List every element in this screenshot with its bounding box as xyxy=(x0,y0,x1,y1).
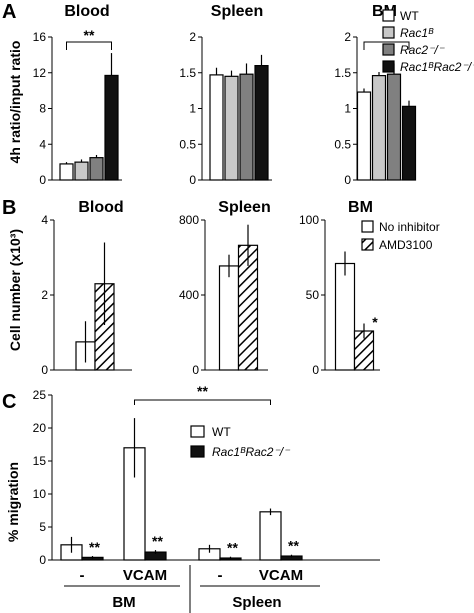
panel-a-bar xyxy=(89,157,104,181)
panel-c-x-tick-label: - xyxy=(80,567,85,584)
panel-a-y-tick-label: 1.5 xyxy=(179,66,196,80)
legend-c-label: WT xyxy=(212,425,231,439)
legend-b-label: No inhibitor xyxy=(379,220,440,234)
panel-a-significance-bracket xyxy=(363,41,410,50)
panel-a-y-tick-label: 12 xyxy=(33,66,47,80)
legend-c-label: Rac1ᴮRac2⁻/⁻ xyxy=(212,445,291,459)
panel-a-bar xyxy=(104,74,119,181)
legend-a-label: Rac1ᴮ xyxy=(400,26,434,40)
panel-a-bar xyxy=(224,75,239,181)
panel-c-significance-label: ** xyxy=(197,383,208,399)
panel-a-bar xyxy=(209,74,224,181)
panel-a-y-tick-label: 16 xyxy=(33,30,47,44)
legend-c-swatch xyxy=(190,425,205,438)
legend-c-swatch xyxy=(190,445,205,458)
panel-a-bar xyxy=(74,161,89,181)
panel-b-charts: Blood 0 2 4 Spleen 0 400 800 BM 0 50 100 * xyxy=(41,199,380,377)
panel-a-y-tick-label: 4 xyxy=(39,137,46,151)
panel-b-y-tick-label: 800 xyxy=(179,213,199,227)
panel-a-ylabel: 4h ratio/input ratio xyxy=(7,41,23,164)
panel-a-subplot-title: Spleen xyxy=(211,3,263,20)
panel-a-y-tick-label: 0 xyxy=(344,173,351,187)
panel-letter-a: A xyxy=(2,1,16,23)
panel-a-y-tick-label: 0 xyxy=(39,173,46,187)
panel-a-bar xyxy=(371,75,387,181)
legend-a-swatch xyxy=(382,26,395,39)
panel-a-y-tick-label: 0 xyxy=(189,173,196,187)
panel-a-y-tick-label: 1 xyxy=(344,102,351,116)
panel-a-y-tick-label: 0.5 xyxy=(179,137,196,151)
panel-c-annotation: ** xyxy=(89,539,100,555)
panel-c-y-tick-label: 25 xyxy=(33,388,47,402)
panel-a-subplot-title: Blood xyxy=(64,3,109,20)
panel-a-y-tick-label: 2 xyxy=(189,30,196,44)
panel-c-y-tick-label: 20 xyxy=(33,421,47,435)
panel-b-y-tick-label: 0 xyxy=(41,363,48,377)
panel-b-legend: No inhibitor AMD3100 xyxy=(361,220,440,252)
panel-letter-c: C xyxy=(2,391,16,413)
panel-b-y-tick-label: 2 xyxy=(41,288,48,302)
panel-c-x-tick-label: VCAM xyxy=(123,567,167,584)
panel-c-x-tick-label: - xyxy=(218,567,223,584)
panel-a-bar xyxy=(254,64,269,181)
panel-c-annotation: ** xyxy=(288,538,299,554)
panel-b-y-tick-label: 0 xyxy=(192,363,199,377)
panel-c-tissue-label: BM xyxy=(112,594,135,611)
panel-b-y-tick-label: 50 xyxy=(306,288,320,302)
panel-letter-b: B xyxy=(2,197,16,219)
panel-a-bar xyxy=(239,73,254,181)
panel-a-bar xyxy=(356,91,372,181)
panel-b-y-tick-label: 100 xyxy=(299,213,319,227)
panel-a-significance-bracket xyxy=(66,41,112,50)
panel-c-y-tick-label: 15 xyxy=(33,454,47,468)
legend-b-label: AMD3100 xyxy=(379,238,433,252)
panel-c-annotation: ** xyxy=(152,533,163,549)
panel-c-y-tick-label: 0 xyxy=(39,553,46,567)
panel-a-bar xyxy=(401,105,417,181)
panel-b-subplot-title: BM xyxy=(348,199,373,216)
panel-a-bar xyxy=(386,73,402,181)
panel-b-bar xyxy=(334,262,356,371)
panel-a-charts: Blood0481216**Spleen00.511.52BM00.511.52… xyxy=(33,3,417,187)
panel-b-y-tick-label: 400 xyxy=(179,288,199,302)
panel-c-annotation: ** xyxy=(227,540,238,556)
panel-b-y-tick-label: 4 xyxy=(41,213,48,227)
panel-a-y-tick-label: 1 xyxy=(189,102,196,116)
legend-a-label: Rac1ᴮRac2⁻/⁻ xyxy=(400,60,474,74)
panel-a-y-tick-label: 0.5 xyxy=(334,137,351,151)
legend-a-label: WT xyxy=(400,9,419,23)
legend-b-swatch xyxy=(361,220,374,233)
panel-b-annotation: * xyxy=(372,314,378,330)
panel-a-significance-label: ** xyxy=(84,27,95,43)
legend-a-swatch xyxy=(382,9,395,22)
panel-a-y-tick-label: 2 xyxy=(344,30,351,44)
panel-a-bar xyxy=(59,163,74,181)
panel-c-x-tick-label: VCAM xyxy=(259,567,303,584)
panel-c-bar xyxy=(259,511,282,561)
panel-b-subplot-title: Spleen xyxy=(218,199,270,216)
panel-a-y-tick-label: 1.5 xyxy=(334,66,351,80)
panel-c-legend: WT Rac1ᴮRac2⁻/⁻ xyxy=(190,425,291,459)
legend-a-swatch xyxy=(382,60,395,73)
panel-b-subplot-title: Blood xyxy=(78,199,123,216)
panel-c-ylabel: % migration xyxy=(5,462,21,542)
panel-c-y-tick-label: 10 xyxy=(33,487,47,501)
panel-b-ylabel: Cell number (x10³) xyxy=(7,229,23,351)
panel-b-y-tick-label: 0 xyxy=(312,363,319,377)
panel-a-y-tick-label: 8 xyxy=(39,102,46,116)
panel-c-significance-bracket xyxy=(134,399,271,405)
panel-c-y-tick-label: 5 xyxy=(39,520,46,534)
legend-b-swatch xyxy=(361,238,374,251)
legend-a-label: Rac2⁻/⁻ xyxy=(400,43,446,57)
panel-c-tissue-label: Spleen xyxy=(232,594,281,611)
legend-a-swatch xyxy=(382,43,395,56)
panel-b-bar xyxy=(218,265,240,371)
